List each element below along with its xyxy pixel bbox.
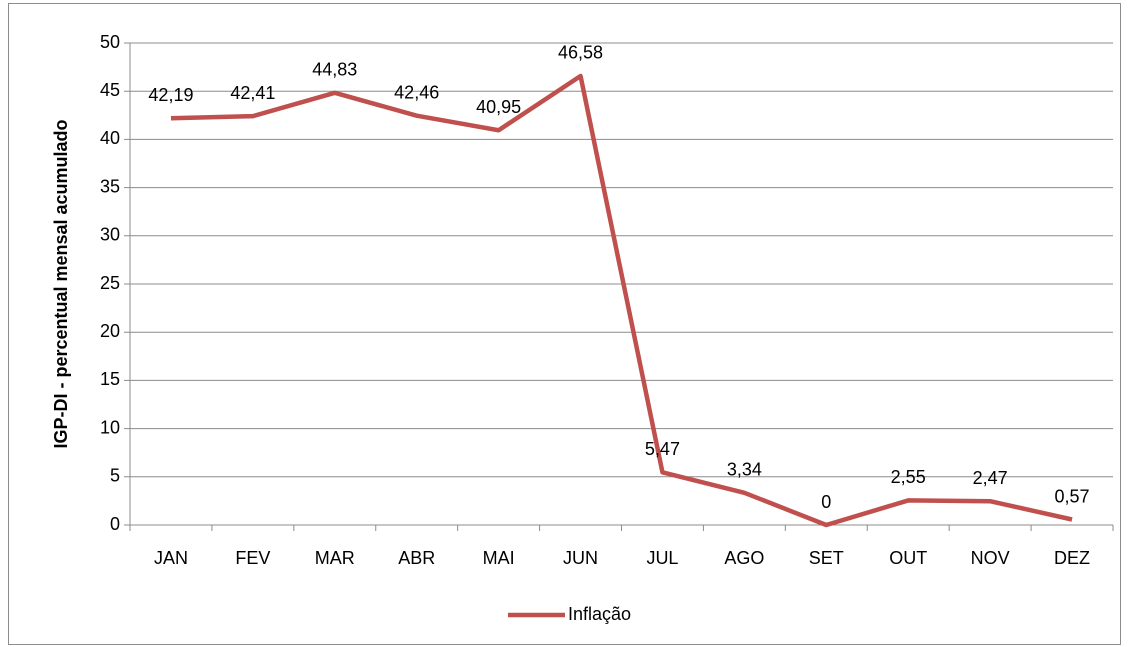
data-label: 2,47	[973, 468, 1008, 488]
data-line	[170, 73, 1073, 528]
y-tick-label: 15	[100, 369, 120, 389]
x-tick-label: MAI	[483, 548, 515, 568]
x-tick-label: JUL	[646, 548, 678, 568]
y-tick-label: 35	[100, 176, 120, 196]
y-tick-label: 50	[100, 32, 120, 52]
data-label: 5,47	[645, 439, 680, 459]
chart-frame	[8, 3, 1121, 645]
data-label: 0	[821, 492, 831, 512]
data-label: 0,57	[1055, 486, 1090, 506]
y-tick-label: 5	[110, 466, 120, 486]
y-tick-label: 25	[100, 273, 120, 293]
data-label: 42,46	[394, 82, 439, 102]
data-label: 42,41	[230, 83, 275, 103]
y-axis-label: IGP-DI - percentual mensal acumulado	[51, 119, 71, 448]
data-label: 40,95	[476, 97, 521, 117]
y-tick-label: 40	[100, 128, 120, 148]
y-tick-label: 45	[100, 80, 120, 100]
data-label: 46,58	[558, 43, 603, 63]
y-tick-label: 0	[110, 514, 120, 534]
y-tick-label: 20	[100, 321, 120, 341]
x-tick-label: DEZ	[1054, 548, 1090, 568]
x-tick-label: JUN	[563, 548, 598, 568]
x-tick-label: AGO	[724, 548, 764, 568]
data-label: 2,55	[891, 467, 926, 487]
x-tick-label: MAR	[315, 548, 355, 568]
data-label: 3,34	[727, 460, 762, 480]
data-label: 42,19	[148, 85, 193, 105]
legend-label: Inflação	[568, 604, 631, 624]
x-tick-label: NOV	[971, 548, 1010, 568]
y-tick-label: 30	[100, 225, 120, 245]
x-tick-label: JAN	[154, 548, 188, 568]
x-tick-label: ABR	[398, 548, 435, 568]
y-tick-label: 10	[100, 417, 120, 437]
x-tick-label: FEV	[235, 548, 270, 568]
x-tick-label: SET	[809, 548, 844, 568]
x-tick-label: OUT	[889, 548, 927, 568]
data-label: 44,83	[312, 60, 357, 80]
